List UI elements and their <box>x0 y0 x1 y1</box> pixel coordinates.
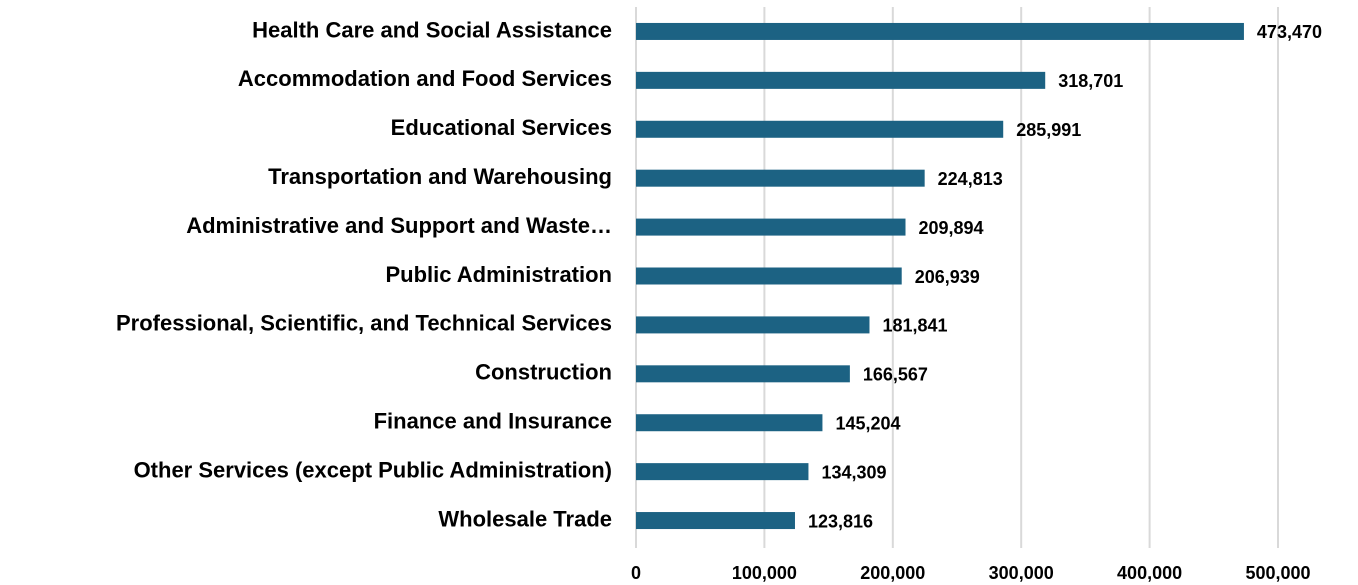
y-tick-label: Administrative and Support and Waste… <box>186 213 612 238</box>
y-tick-label: Other Services (except Public Administra… <box>134 457 612 482</box>
y-tick-label: Wholesale Trade <box>438 506 612 531</box>
bar <box>636 414 823 432</box>
y-tick-label: Educational Services <box>391 115 612 140</box>
bar <box>636 365 850 383</box>
value-label: 206,939 <box>915 267 980 287</box>
bar <box>636 463 809 481</box>
value-label: 123,816 <box>808 511 873 531</box>
value-label: 209,894 <box>919 218 984 238</box>
bar <box>636 169 925 187</box>
y-tick-label: Professional, Scientific, and Technical … <box>116 311 612 336</box>
value-label: 145,204 <box>835 413 900 433</box>
y-tick-label: Construction <box>475 360 612 385</box>
value-label: 166,567 <box>863 365 928 385</box>
value-label: 318,701 <box>1058 71 1123 91</box>
bar <box>636 120 1004 138</box>
value-label: 224,813 <box>938 169 1003 189</box>
x-tick-label: 300,000 <box>989 563 1054 583</box>
value-label: 134,309 <box>821 462 886 482</box>
x-tick-label: 0 <box>631 563 641 583</box>
bar <box>636 22 1244 40</box>
x-tick-label: 500,000 <box>1245 563 1310 583</box>
bar <box>636 267 902 285</box>
bar <box>636 218 906 236</box>
bar <box>636 71 1046 89</box>
y-tick-label: Public Administration <box>385 262 612 287</box>
y-tick-label: Transportation and Warehousing <box>268 164 612 189</box>
x-tick-label: 100,000 <box>732 563 797 583</box>
value-label: 473,470 <box>1257 22 1322 42</box>
x-tick-label: 200,000 <box>860 563 925 583</box>
value-label: 181,841 <box>882 316 947 336</box>
y-tick-label: Finance and Insurance <box>374 409 612 434</box>
x-tick-label: 400,000 <box>1117 563 1182 583</box>
y-tick-label: Accommodation and Food Services <box>238 66 612 91</box>
value-label: 285,991 <box>1016 120 1081 140</box>
y-tick-label: Health Care and Social Assistance <box>252 17 612 42</box>
bar <box>636 512 795 530</box>
bar <box>636 316 870 334</box>
